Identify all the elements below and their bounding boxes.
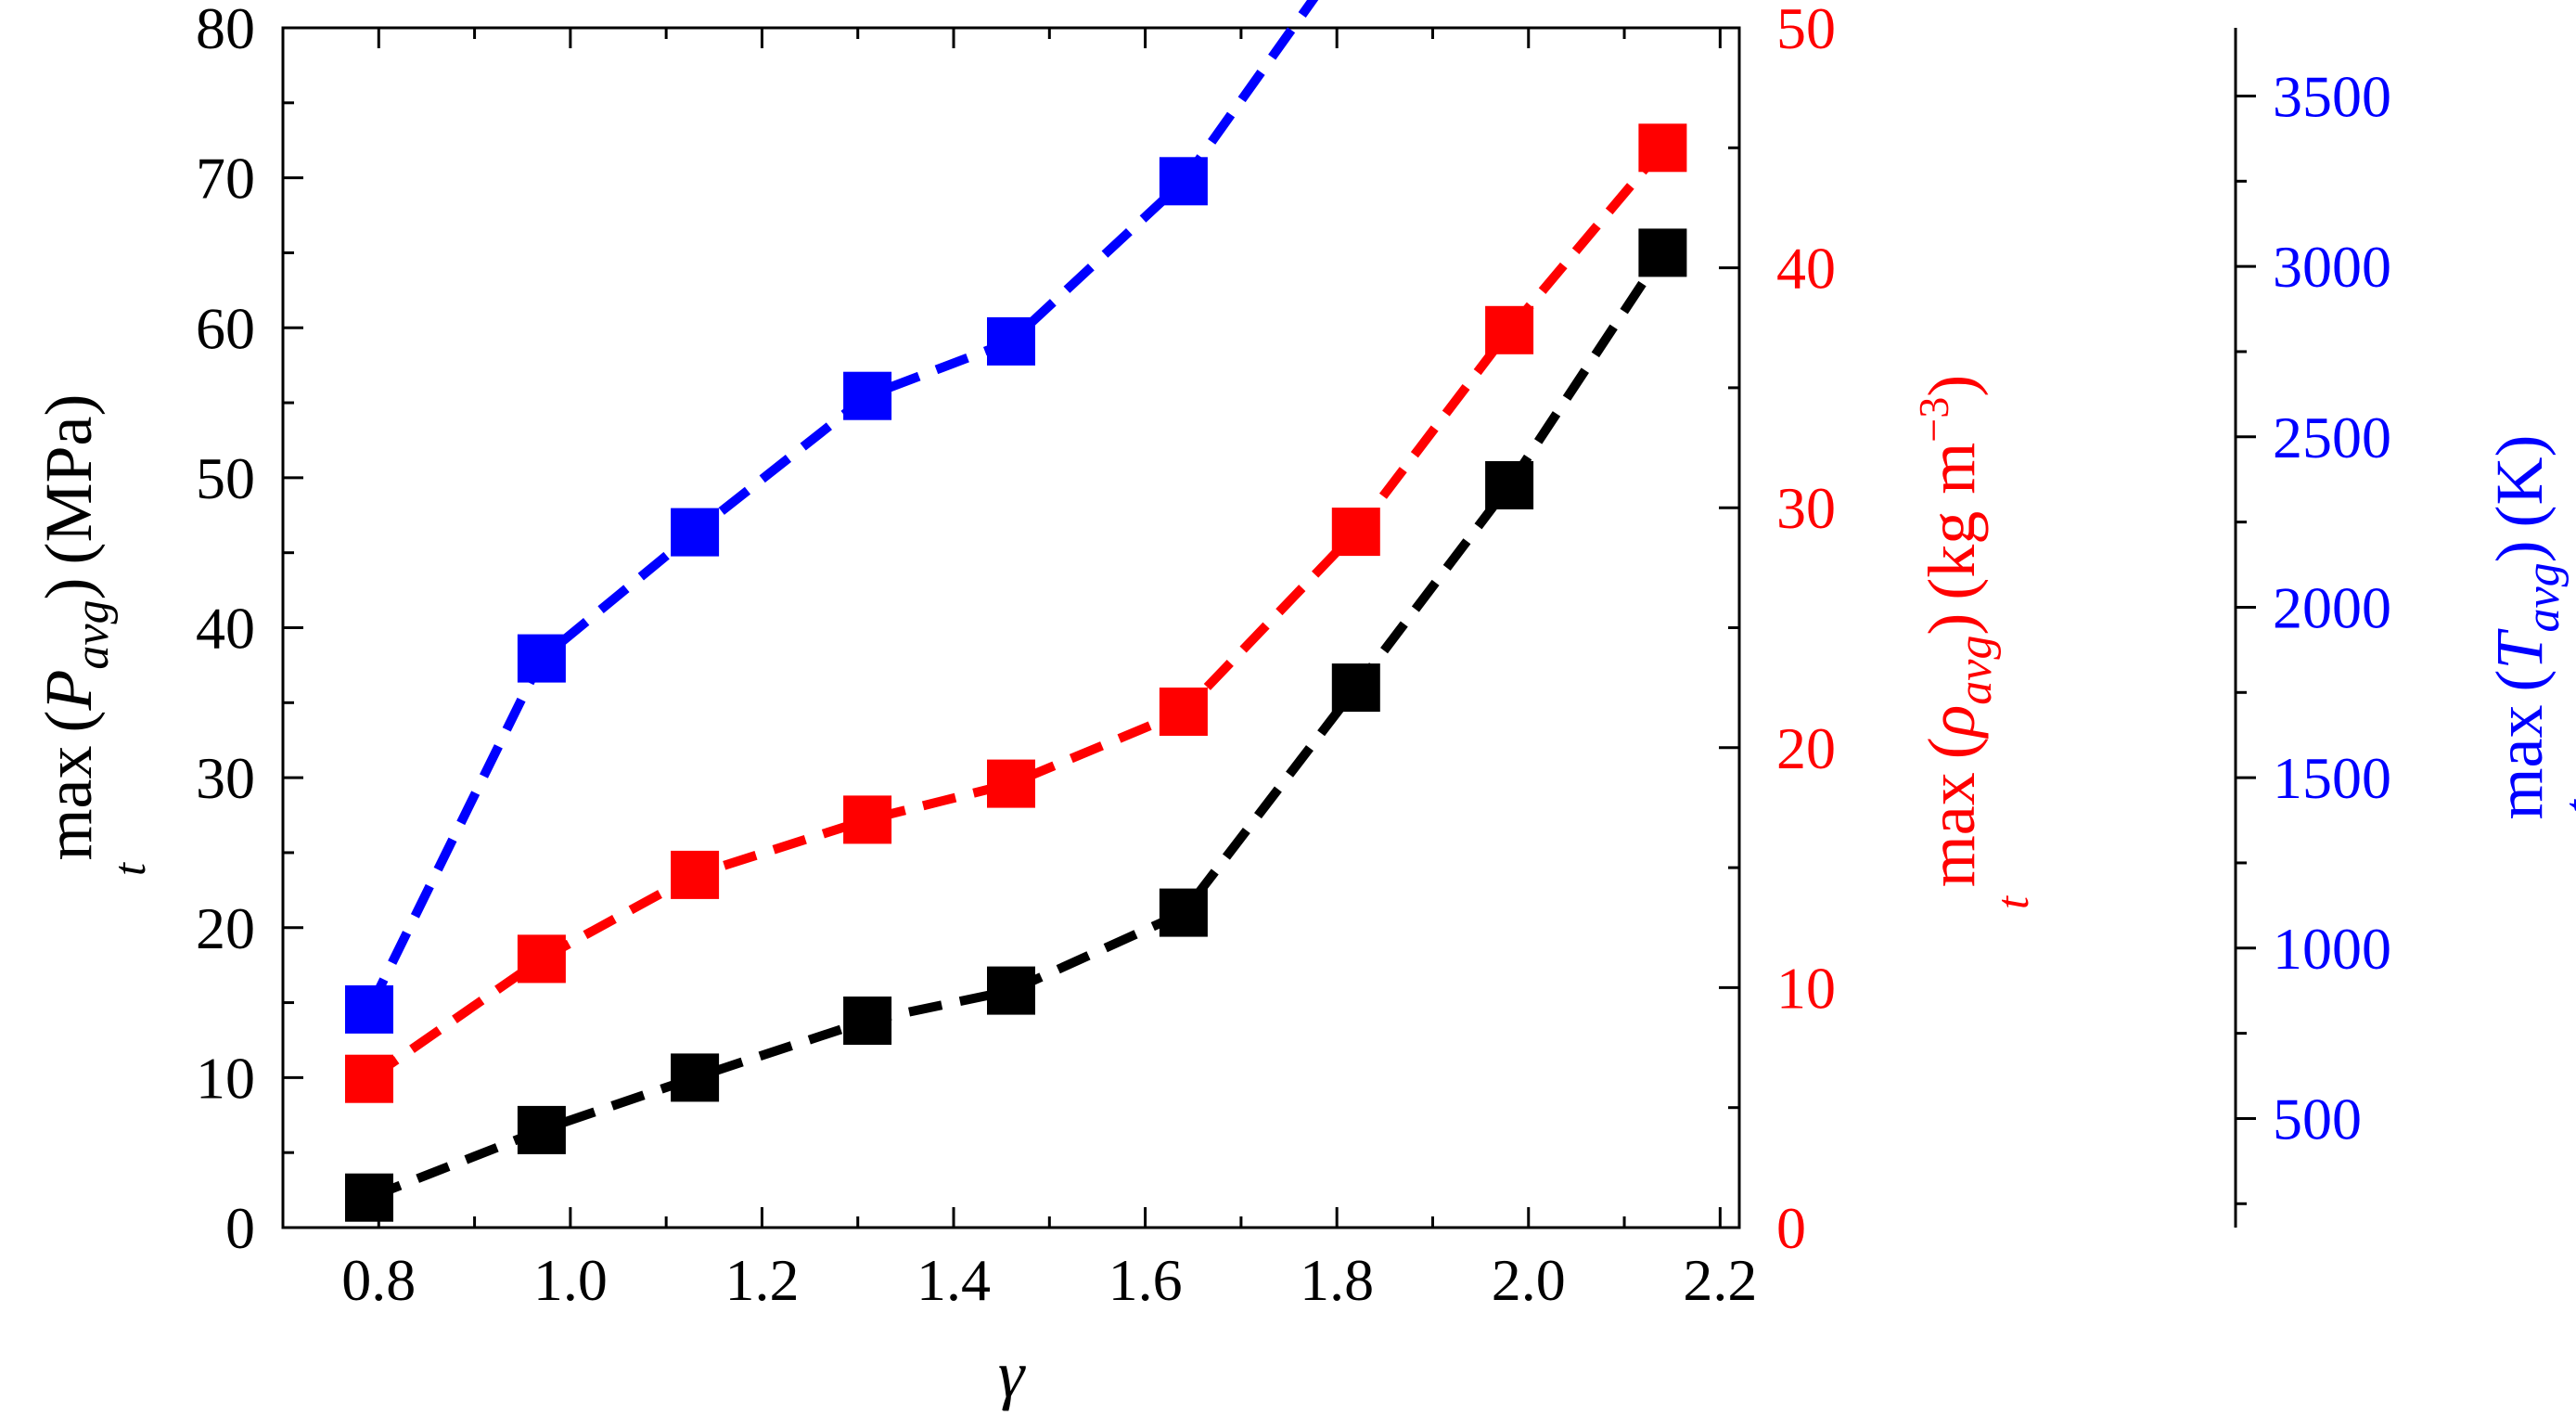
data-point-right2 (843, 371, 892, 420)
data-point-left (1331, 663, 1380, 713)
data-point-left (987, 966, 1035, 1015)
data-point-right1 (345, 1054, 393, 1103)
right1-tick-label: 50 (1776, 0, 1836, 61)
svg-text:t: t (103, 862, 155, 876)
data-point-left (1485, 461, 1534, 509)
plot-area-frame (281, 26, 1741, 1229)
right2-tick-label: 1500 (2273, 745, 2391, 811)
left-axis-title: max(Pavg)(MPa) t (32, 394, 155, 877)
left-tick-label: 60 (196, 295, 255, 361)
data-point-left (1159, 888, 1208, 937)
right1-tick-label: 0 (1776, 1195, 1806, 1261)
svg-text:t: t (1986, 895, 2038, 909)
right2-tick-label: 3000 (2273, 234, 2391, 300)
series-line-left (367, 250, 1667, 1203)
data-point-left (843, 997, 892, 1045)
x-tick-label: 1.0 (533, 1247, 608, 1313)
left-tick-label: 70 (196, 146, 255, 212)
x-tick-label: 0.8 (341, 1247, 416, 1313)
data-point-right1 (987, 759, 1035, 808)
right2-tick-label: 1000 (2273, 916, 2391, 982)
right2-axis-title: max(Tavg)(K) t (2482, 434, 2576, 819)
x-tick-label: 2.2 (1683, 1247, 1757, 1313)
x-tick-labels: 0.8 1.0 1.2 1.4 1.6 1.8 2.0 2.2 (341, 1247, 1757, 1313)
left-tick-label: 0 (225, 1195, 255, 1261)
right2-tick-label: 2500 (2273, 405, 2391, 470)
right1-tick-label: 30 (1776, 475, 1836, 541)
left-tick-label: 40 (196, 596, 255, 662)
data-point-left (1638, 228, 1687, 277)
right2-tick-labels: 500 1000 1500 2000 2500 3000 3500 (2273, 63, 2391, 1151)
series-line-right2 (365, 0, 1319, 1012)
data-point-right2 (1159, 157, 1208, 206)
data-point-right1 (843, 795, 892, 844)
data-point-left (345, 1173, 393, 1222)
right2-tick-label: 3500 (2273, 63, 2391, 129)
right1-tick-label: 10 (1776, 955, 1836, 1021)
data-point-right1 (1638, 123, 1687, 173)
left-tick-label: 80 (196, 0, 255, 61)
series-layer (345, 0, 1687, 1222)
right2-tick-label: 2000 (2273, 574, 2391, 640)
svg-text:max(Tavg)(K): max(Tavg)(K) (2482, 434, 2570, 819)
left-tick-label: 50 (196, 445, 255, 511)
left-tick-label: 20 (196, 895, 255, 961)
svg-text:t: t (2554, 799, 2576, 813)
right1-tick-labels: 0 10 20 30 40 50 (1776, 0, 1836, 1261)
data-point-right2 (345, 984, 393, 1034)
right2-tick-label: 500 (2273, 1086, 2362, 1151)
right1-tick-label: 20 (1776, 715, 1836, 781)
left-tick-label: 30 (196, 745, 255, 811)
x-tick-label: 2.0 (1492, 1247, 1566, 1313)
x-tick-label: 1.2 (724, 1247, 799, 1313)
data-point-right1 (1485, 305, 1534, 354)
data-point-right1 (1331, 508, 1380, 557)
data-point-right1 (517, 934, 566, 984)
data-point-right1 (671, 850, 720, 899)
data-point-right2 (517, 634, 566, 683)
x-axis-title: γ (998, 1337, 1026, 1411)
left-tick-labels: 0 10 20 30 40 50 60 70 80 (196, 0, 255, 1261)
svg-text:max(ρavg)(kg m−3): max(ρavg)(kg m−3) (1910, 375, 2002, 888)
x-tick-label: 1.4 (916, 1247, 991, 1313)
series-line-right1 (366, 145, 1667, 1083)
svg-text:max(Pavg)(MPa): max(Pavg)(MPa) (32, 394, 119, 861)
data-point-left (517, 1105, 566, 1154)
data-point-right2 (671, 508, 720, 557)
data-point-left (671, 1053, 720, 1102)
data-point-right1 (1159, 688, 1208, 736)
data-point-right2 (987, 316, 1035, 366)
right1-axis-title: max(ρavg)(kg m−3) t (1910, 375, 2038, 909)
right1-tick-label: 40 (1776, 236, 1836, 302)
axis-ticks (283, 26, 2256, 1229)
left-tick-label: 10 (196, 1045, 255, 1111)
x-tick-label: 1.8 (1300, 1247, 1374, 1313)
x-tick-label: 1.6 (1109, 1247, 1183, 1313)
